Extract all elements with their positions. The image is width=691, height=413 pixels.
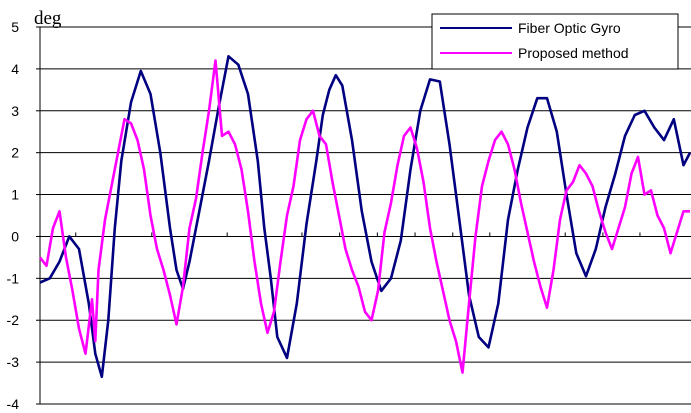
- legend: Fiber Optic Gyro Proposed method: [431, 13, 679, 70]
- y-tick-label-0: -4: [7, 396, 20, 412]
- y-tick-label-5: 1: [11, 187, 19, 203]
- legend-box: [431, 13, 679, 70]
- legend-label-fiber-optic-gyro: Fiber Optic Gyro: [518, 20, 621, 36]
- y-tick-label-1: -3: [7, 354, 20, 370]
- y-tick-label-3: -1: [7, 270, 20, 286]
- y-tick-label-4: 0: [11, 228, 19, 244]
- y-unit-label: deg: [34, 8, 62, 29]
- y-tick-label-9: 5: [11, 19, 19, 35]
- y-tick-label-7: 3: [11, 103, 19, 119]
- y-tick-label-2: -2: [7, 312, 20, 328]
- y-tick-label-6: 2: [11, 145, 19, 161]
- legend-label-proposed-method: Proposed method: [518, 45, 629, 61]
- series-line-0: [39, 54, 691, 379]
- x-minor-ticks: [75, 232, 641, 237]
- y-tick-label-8: 4: [11, 61, 19, 77]
- series-line-1: [38, 59, 690, 374]
- y-tick-labels: -4 -3 -2 -1 0 1 2 3 4 5: [7, 19, 40, 412]
- series-lines: [38, 54, 691, 379]
